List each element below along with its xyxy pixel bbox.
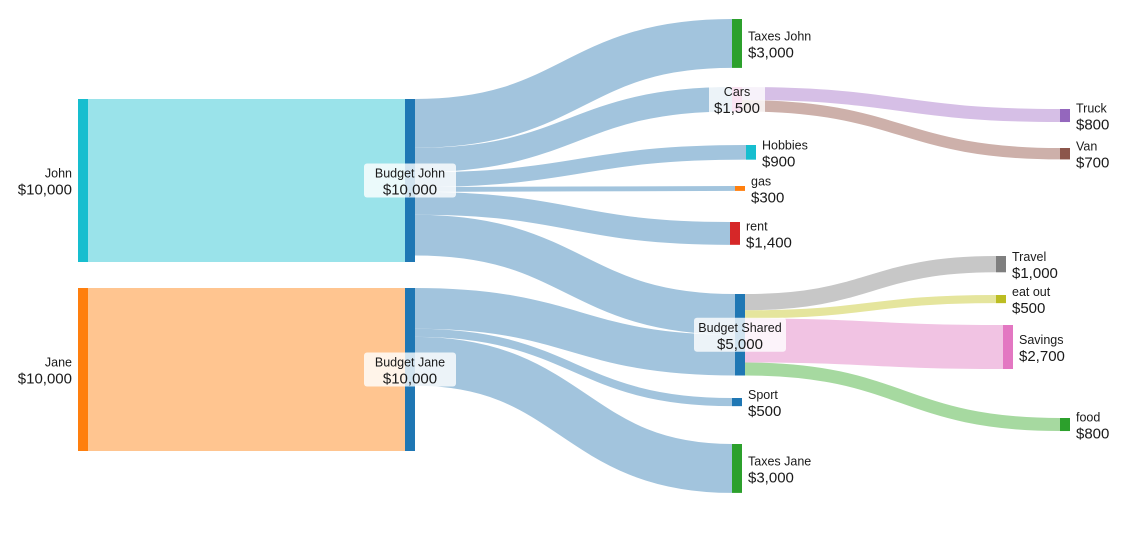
- link-cars-to-truck[interactable]: [741, 87, 1061, 123]
- node-value-budget_john: $10,000: [383, 182, 437, 199]
- node-name-john: John: [45, 167, 72, 181]
- node-name-savings: Savings: [1019, 333, 1063, 347]
- link-budget_jane-to-budget_shared[interactable]: [414, 288, 736, 376]
- label-jane: Jane$10,000: [18, 356, 72, 388]
- node-sport[interactable]: [732, 398, 742, 407]
- node-taxes_jane[interactable]: [732, 444, 742, 493]
- label-taxes_john: Taxes John$3,000: [748, 29, 811, 61]
- link-budget_john-to-rent[interactable]: [414, 191, 731, 245]
- node-name-travel: Travel: [1012, 250, 1046, 264]
- link-budget_john-to-budget_shared[interactable]: [414, 214, 736, 335]
- link-budget_john-to-taxes_john[interactable]: [414, 19, 733, 148]
- node-name-hobbies: Hobbies: [762, 138, 808, 152]
- node-value-gas: $300: [751, 189, 784, 206]
- link-budget_shared-to-eat_out[interactable]: [744, 295, 997, 319]
- node-taxes_john[interactable]: [732, 19, 742, 68]
- node-truck[interactable]: [1060, 109, 1070, 123]
- label-gas: gas$300: [751, 174, 784, 206]
- node-value-hobbies: $900: [762, 153, 795, 170]
- node-john[interactable]: [78, 99, 88, 262]
- node-value-rent: $1,400: [746, 234, 792, 251]
- link-budget_john-to-cars[interactable]: [414, 87, 733, 173]
- node-name-sport: Sport: [748, 388, 778, 402]
- node-name-jane: Jane: [45, 356, 72, 370]
- label-taxes_jane: Taxes Jane$3,000: [748, 454, 811, 486]
- node-name-taxes_jane: Taxes Jane: [748, 454, 811, 468]
- link-budget_jane-to-taxes_jane[interactable]: [414, 336, 733, 493]
- label-hobbies: Hobbies$900: [762, 138, 808, 170]
- node-value-taxes_john: $3,000: [748, 44, 794, 61]
- node-value-savings: $2,700: [1019, 348, 1065, 365]
- node-value-travel: $1,000: [1012, 265, 1058, 282]
- label-budget_jane: Budget Jane$10,000: [364, 352, 456, 388]
- label-bg-budget_shared: [694, 317, 786, 352]
- node-gas[interactable]: [735, 186, 745, 191]
- node-name-truck: Truck: [1076, 102, 1108, 116]
- node-van[interactable]: [1060, 148, 1070, 160]
- node-name-cars: Cars: [724, 85, 750, 99]
- node-savings[interactable]: [1003, 325, 1013, 370]
- link-budget_john-to-hobbies[interactable]: [414, 145, 747, 188]
- label-budget_john: Budget John$10,000: [364, 163, 456, 199]
- node-value-truck: $800: [1076, 117, 1109, 134]
- label-budget_shared: Budget Shared$5,000: [694, 317, 786, 353]
- label-food: food$800: [1076, 411, 1109, 443]
- node-value-eat_out: $500: [1012, 300, 1045, 317]
- node-name-gas: gas: [751, 174, 771, 188]
- label-sport: Sport$500: [748, 388, 781, 420]
- label-bg-budget_john: [364, 163, 456, 198]
- link-budget_shared-to-savings[interactable]: [744, 318, 1004, 370]
- label-eat_out: eat out$500: [1012, 285, 1051, 317]
- node-value-budget_shared: $5,000: [717, 336, 763, 353]
- node-value-taxes_jane: $3,000: [748, 469, 794, 486]
- node-value-john: $10,000: [18, 182, 72, 199]
- node-food[interactable]: [1060, 418, 1070, 432]
- node-name-rent: rent: [746, 219, 768, 233]
- link-budget_jane-to-sport[interactable]: [414, 328, 733, 407]
- node-value-van: $700: [1076, 155, 1109, 172]
- node-name-food: food: [1076, 411, 1100, 425]
- node-value-food: $800: [1076, 426, 1109, 443]
- label-savings: Savings$2,700: [1019, 333, 1065, 365]
- link-budget_shared-to-food[interactable]: [744, 362, 1061, 432]
- label-bg-cars: [709, 82, 765, 117]
- link-budget_shared-to-travel[interactable]: [744, 256, 997, 311]
- node-value-budget_jane: $10,000: [383, 371, 437, 388]
- node-travel[interactable]: [996, 256, 1006, 273]
- node-value-cars: $1,500: [714, 100, 760, 117]
- node-value-sport: $500: [748, 403, 781, 420]
- node-name-budget_shared: Budget Shared: [698, 321, 781, 335]
- label-travel: Travel$1,000: [1012, 250, 1058, 282]
- node-hobbies[interactable]: [746, 145, 756, 160]
- node-name-budget_jane: Budget Jane: [375, 356, 445, 370]
- node-name-eat_out: eat out: [1012, 285, 1051, 299]
- label-bg-budget_jane: [364, 352, 456, 387]
- node-name-van: Van: [1076, 140, 1097, 154]
- label-cars: Cars$1,500: [709, 82, 765, 117]
- node-jane[interactable]: [78, 288, 88, 451]
- node-value-jane: $10,000: [18, 371, 72, 388]
- node-name-taxes_john: Taxes John: [748, 29, 811, 43]
- link-cars-to-van[interactable]: [741, 100, 1061, 160]
- label-truck: Truck$800: [1076, 102, 1109, 134]
- node-eat_out[interactable]: [996, 295, 1006, 304]
- label-john: John$10,000: [18, 167, 72, 199]
- node-name-budget_john: Budget John: [375, 167, 445, 181]
- node-rent[interactable]: [730, 222, 740, 245]
- label-rent: rent$1,400: [746, 219, 792, 251]
- link-budget_john-to-gas[interactable]: [414, 186, 736, 192]
- label-van: Van$700: [1076, 140, 1109, 172]
